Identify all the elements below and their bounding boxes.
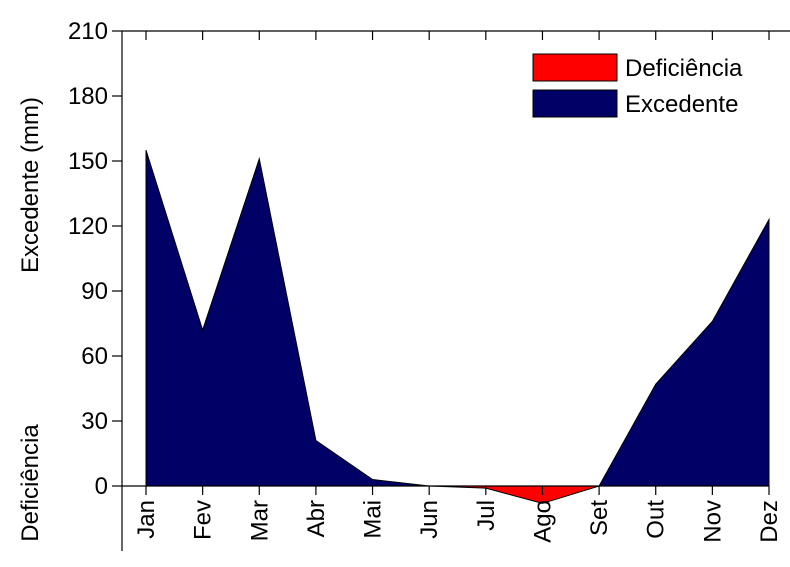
x-tick-label: Jan — [133, 500, 160, 539]
y-axis-label-lower: Deficiência — [17, 424, 44, 542]
x-tick-label: Fev — [190, 500, 217, 540]
y-tick-label: 150 — [68, 148, 108, 175]
y-tick-label: 30 — [81, 408, 108, 435]
x-tick-label: Dez — [756, 500, 783, 543]
x-tick-label: Jul — [473, 500, 500, 531]
legend-label: Deficiência — [625, 55, 743, 82]
x-tick-label: Mar — [246, 500, 273, 541]
y-tick-label: 60 — [81, 343, 108, 370]
y-tick-label: 120 — [68, 213, 108, 240]
x-tick-label: Nov — [699, 500, 726, 543]
y-tick-label: 0 — [95, 473, 108, 500]
y-tick-label: 90 — [81, 278, 108, 305]
x-tick-label: Out — [643, 500, 670, 539]
legend-swatch — [532, 89, 618, 118]
y-tick-label: 180 — [68, 83, 108, 110]
x-tick-label: Mai — [360, 500, 387, 539]
legend-swatch — [532, 53, 618, 82]
area — [145, 150, 770, 487]
x-tick-label: Jun — [416, 500, 443, 539]
x-tick-label: Set — [586, 500, 613, 536]
y-axis-label: Excedente (mm) — [17, 97, 44, 273]
legend-label: Excedente — [625, 91, 738, 118]
y-tick-label: 210 — [68, 18, 108, 45]
x-tick-label: Abr — [303, 500, 330, 537]
area — [146, 485, 769, 504]
x-tick-label: Ago — [529, 500, 556, 543]
